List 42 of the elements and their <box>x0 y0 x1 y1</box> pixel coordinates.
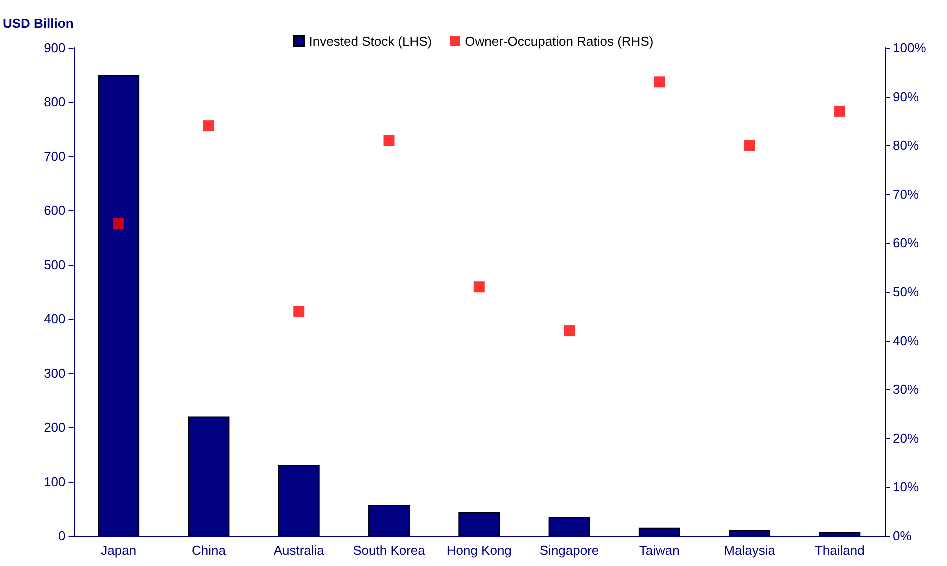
y-tick-label: 900 <box>44 40 66 56</box>
y-tick-label: 400 <box>44 312 66 327</box>
y-tick-label: 800 <box>44 94 66 110</box>
point <box>294 306 305 318</box>
y-tick-label: 300 <box>44 366 66 381</box>
point <box>744 140 756 152</box>
y2-tick-label: 70% <box>893 186 920 202</box>
y2-tick-label: 100% <box>893 40 927 56</box>
point <box>113 218 124 230</box>
point <box>384 135 395 146</box>
y-tick-label: 600 <box>44 203 66 218</box>
y2-tick-label: 40% <box>893 333 920 348</box>
x-tick-label: Hong Kong <box>446 543 512 558</box>
y2-tick-label: 0% <box>893 528 912 544</box>
y-tick-label: 500 <box>44 257 66 272</box>
y2-tick-label: 30% <box>893 382 920 398</box>
y-axis-title: USD Billion <box>2 16 74 31</box>
point <box>203 120 214 132</box>
point <box>834 106 846 117</box>
x-tick-label: Singapore <box>540 543 600 558</box>
y2-tick-label: 60% <box>893 236 920 251</box>
y-tick-label: 700 <box>44 148 66 164</box>
x-tick-label: China <box>192 543 227 558</box>
y2-tick-label: 50% <box>893 284 920 300</box>
y-tick-label: 100 <box>44 474 66 490</box>
y-tick-label: 200 <box>44 420 66 436</box>
point <box>474 282 485 293</box>
point <box>564 326 576 337</box>
x-tick-label: Taiwan <box>639 543 680 558</box>
x-tick-label: South Korea <box>353 543 426 558</box>
y-tick-label: 0 <box>58 528 66 544</box>
point <box>654 76 666 88</box>
legend-label: Owner-Occupation Ratios (RHS) <box>465 34 654 49</box>
legend-label: Invested Stock (LHS) <box>309 34 432 49</box>
x-tick-label: Australia <box>274 543 326 558</box>
y2-tick-label: 80% <box>893 138 920 154</box>
x-tick-label: Malaysia <box>724 543 776 558</box>
y2-tick-label: 10% <box>893 480 920 495</box>
x-tick-label: Japan <box>101 543 137 558</box>
x-tick-label: Thailand <box>814 543 865 558</box>
y2-tick-label: 20% <box>893 430 920 446</box>
y2-tick-label: 90% <box>893 89 920 104</box>
